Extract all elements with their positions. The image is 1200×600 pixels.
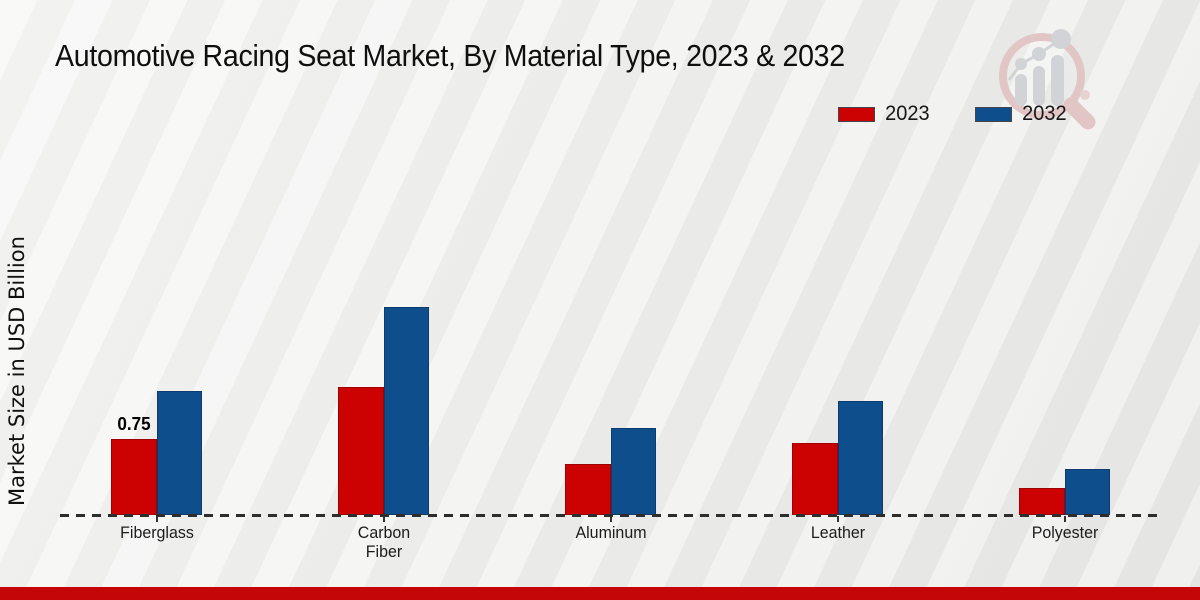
x-axis-tick xyxy=(1063,516,1066,522)
x-axis-tick xyxy=(609,516,612,522)
x-axis-tick xyxy=(836,516,839,522)
bar-2032-leather xyxy=(837,401,883,515)
legend-swatch-2032 xyxy=(974,106,1012,122)
category-label-leather: Leather xyxy=(810,523,865,542)
bar-2023-carbon-fiber xyxy=(338,387,384,515)
bar-2023-aluminum xyxy=(565,464,611,515)
legend-label-2023: 2023 xyxy=(885,102,930,125)
legend-swatch-2023 xyxy=(838,106,875,122)
bar-2023-polyester xyxy=(1019,488,1065,515)
chart-title: Automotive Racing Seat Market, By Materi… xyxy=(55,38,845,73)
bar-2032-fiberglass xyxy=(156,391,202,515)
bar-2032-aluminum xyxy=(610,428,656,515)
x-axis-tick xyxy=(382,516,385,522)
category-label-aluminum: Aluminum xyxy=(574,523,647,542)
footer-accent-bar xyxy=(0,587,1200,600)
x-axis-tick xyxy=(155,516,158,522)
bar-2023-fiberglass xyxy=(111,439,157,515)
category-label-polyester: Polyester xyxy=(1031,523,1098,542)
legend-label-2032: 2032 xyxy=(1021,102,1067,125)
bar-value-label: 0.75 xyxy=(117,414,151,434)
bar-2023-leather xyxy=(792,443,838,515)
category-label-carbon-fiber: Carbon Fiber xyxy=(357,523,410,562)
bar-2032-carbon-fiber xyxy=(383,307,429,515)
x-axis-baseline xyxy=(60,514,1157,517)
brand-watermark-logo xyxy=(999,29,1096,130)
bar-2032-polyester xyxy=(1064,469,1110,515)
legend-item-2032: 2032 xyxy=(974,102,1068,126)
legend-item-2023: 2023 xyxy=(838,102,931,126)
bar-chart-glyph xyxy=(1007,29,1071,106)
category-label-fiberglass: Fiberglass xyxy=(119,523,194,542)
legend: 2023 2032 xyxy=(838,102,1067,126)
y-axis-label: Market Size in USD Billion xyxy=(5,236,29,506)
